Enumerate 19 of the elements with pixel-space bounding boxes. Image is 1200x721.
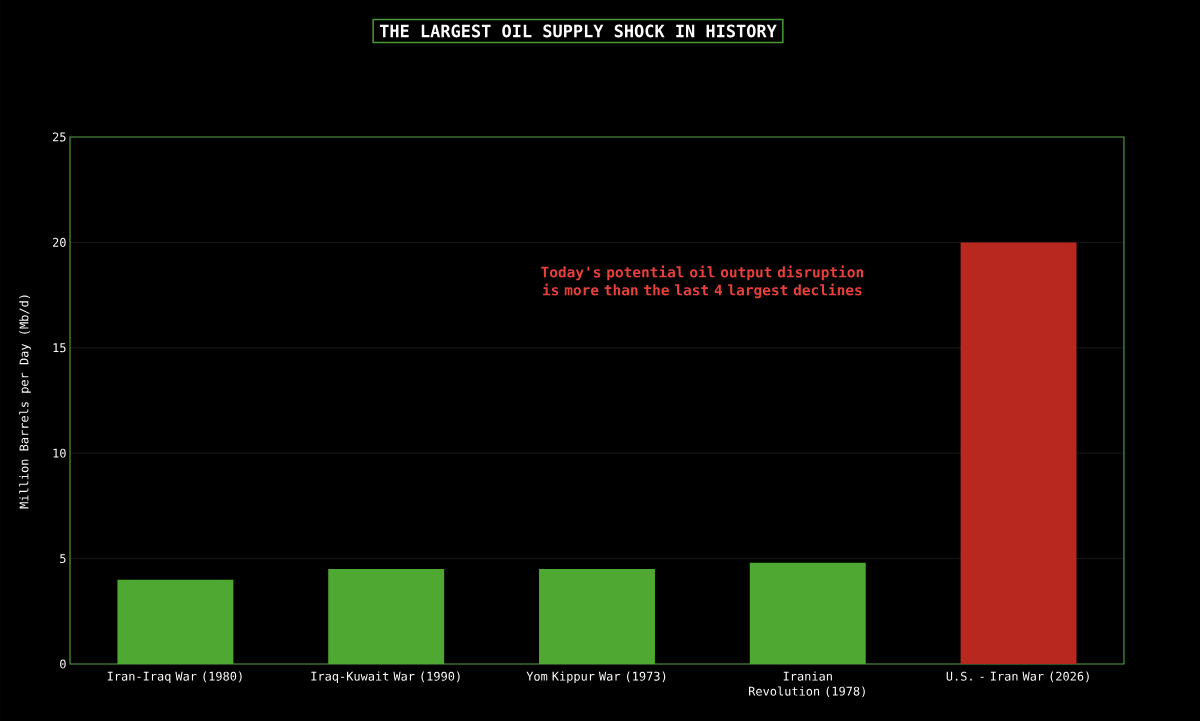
annotation: Today's potential oil output disruption is more than the last 4 largest declines: [541, 265, 864, 299]
y-tick-label: 20: [52, 237, 66, 247]
x-tick-label: U.S. - Iran War (2026): [946, 671, 1089, 683]
bar: [749, 562, 866, 664]
x-tick-label: Iran-Iraq War (1980): [107, 671, 242, 684]
y-tick-label: 25: [52, 132, 66, 142]
chart-title: THE LARGEST OIL SUPPLY SHOCK IN HISTORY: [379, 24, 777, 38]
y-tick-label: 10: [53, 448, 66, 458]
y-tick-label: 15: [53, 343, 66, 353]
bar: [539, 569, 655, 664]
bar: [960, 242, 1077, 664]
y-tick-label: 5: [60, 554, 66, 564]
bar: [328, 569, 445, 664]
y-tick-label: 0: [60, 659, 66, 669]
y-axis-title: Million Barrels per Day (Mb/d): [19, 295, 31, 509]
bar: [117, 579, 234, 664]
x-tick-label: Iranian Revolution (1978): [749, 671, 865, 698]
x-tick-label: Yom Kippur War (1973): [526, 671, 666, 684]
x-tick-label: Iraq-Kuwait War (1990): [311, 671, 460, 684]
